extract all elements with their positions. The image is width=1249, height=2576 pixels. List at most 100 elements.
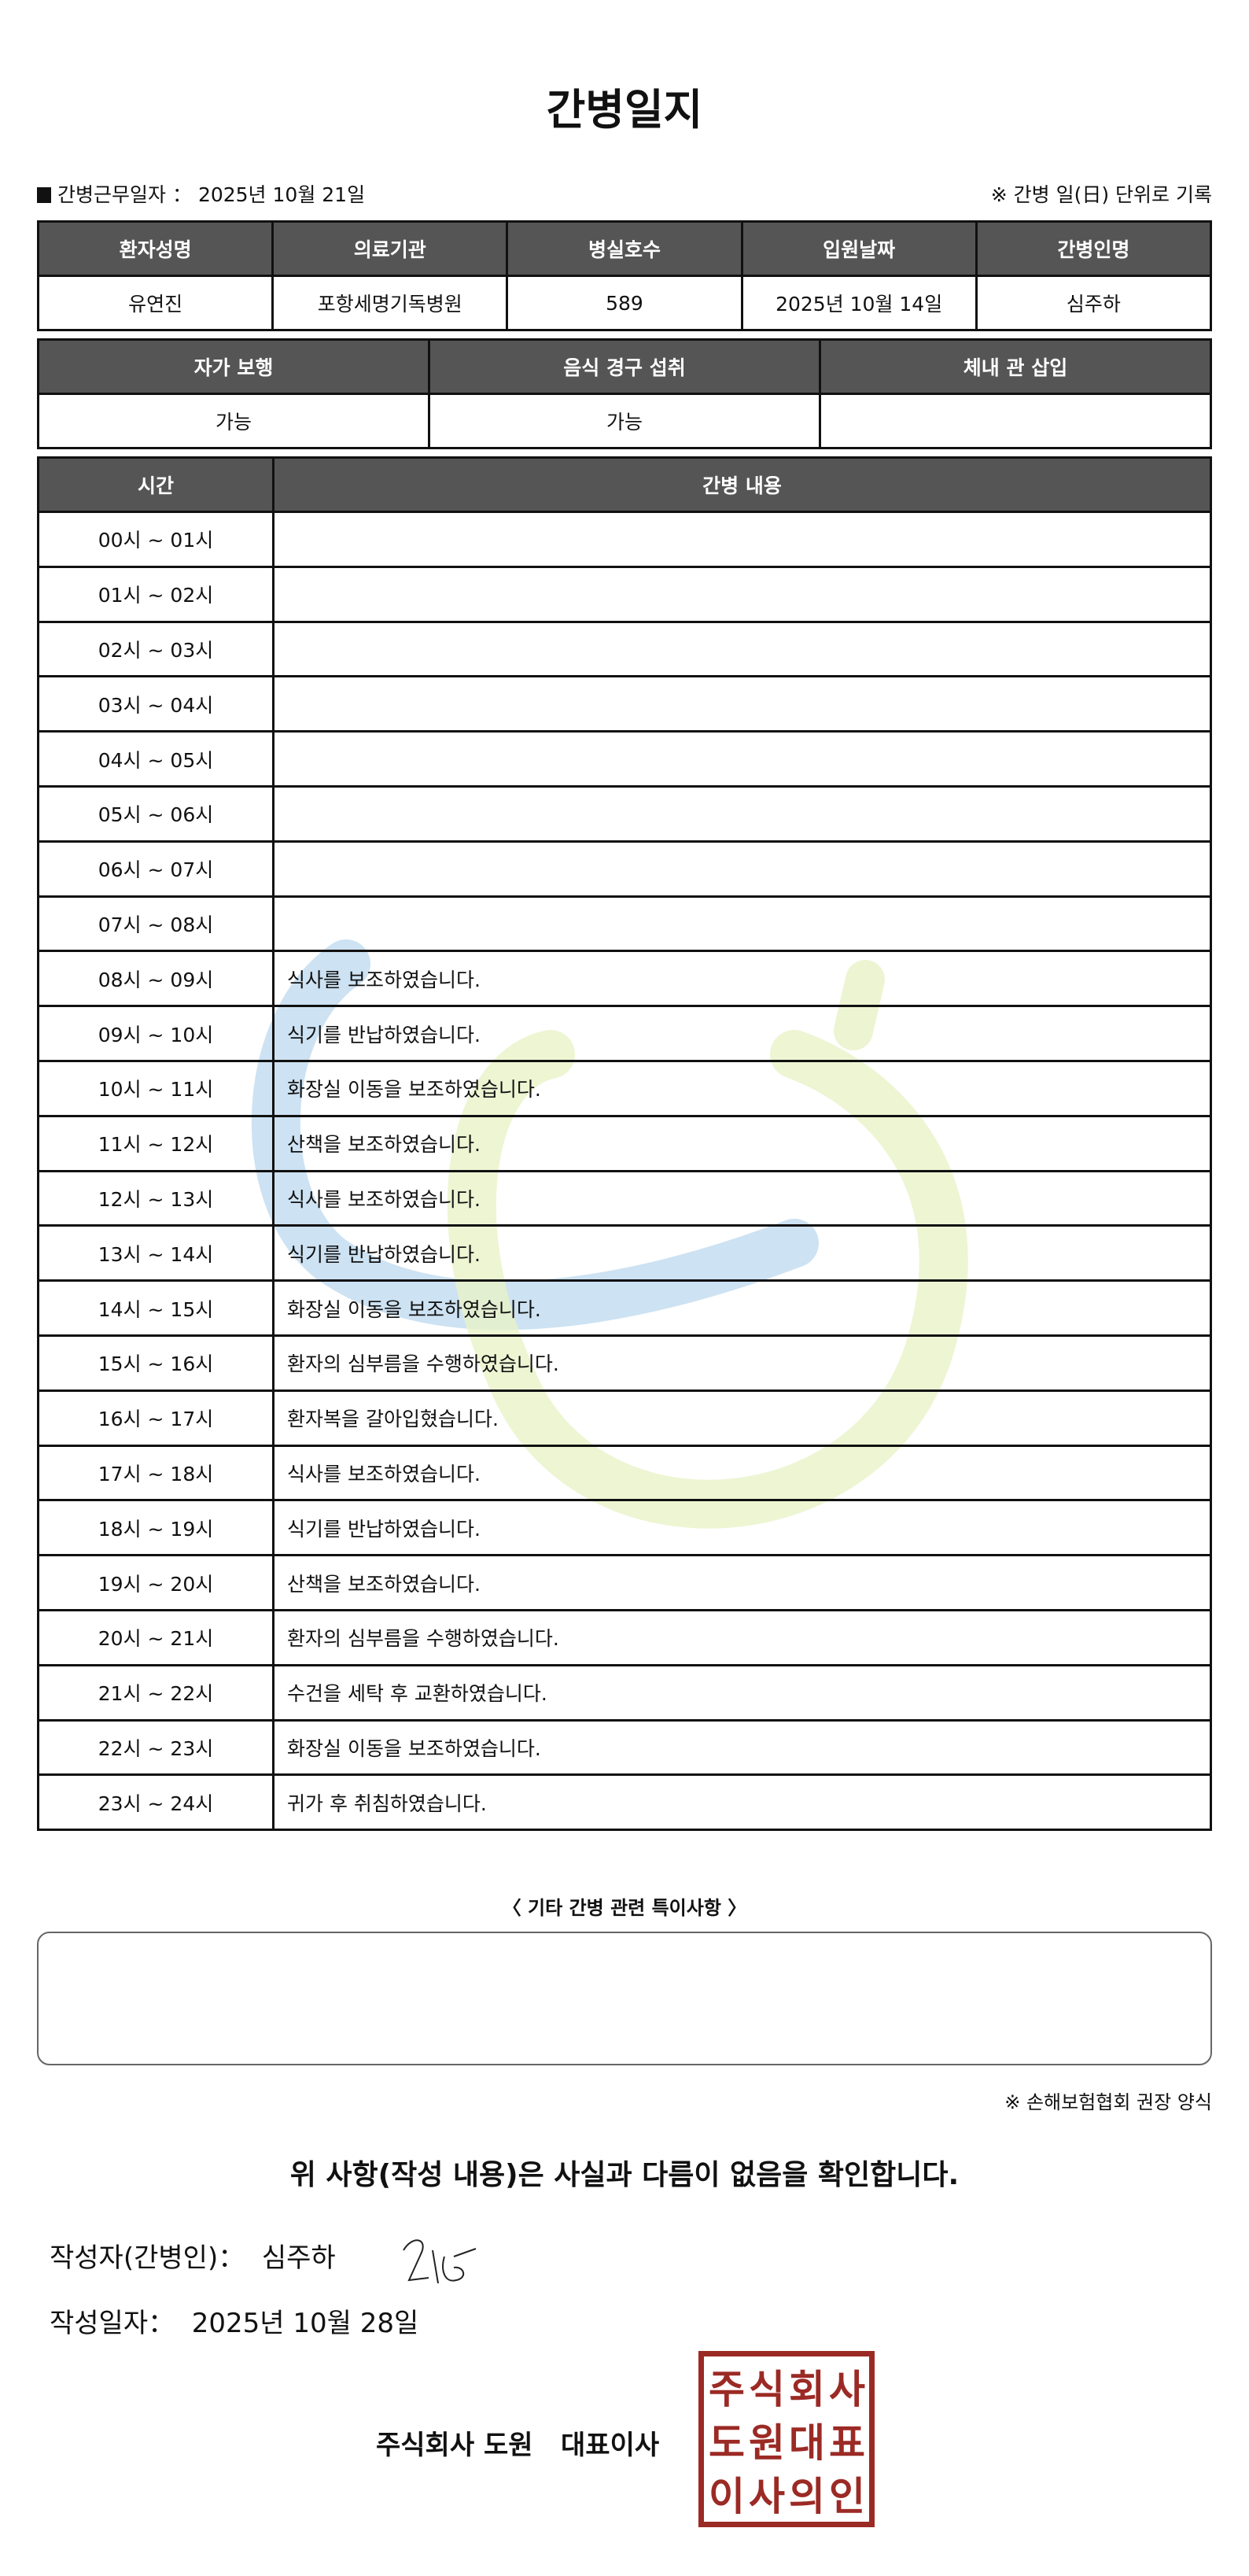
info-value: 589	[506, 275, 743, 331]
work-date-label: 간병근무일자	[57, 183, 167, 206]
care-content-cell: 산책을 보조하였습니다.	[272, 1554, 1212, 1611]
status-header: 체내 관 삽입	[819, 338, 1212, 395]
table-row: 23시 ~ 24시 귀가 후 취침하였습니다.	[37, 1773, 1212, 1832]
time-cell: 16시 ~ 17시	[37, 1389, 274, 1447]
other-notes-box[interactable]	[37, 1932, 1212, 2065]
care-content-cell	[272, 840, 1212, 898]
header-care-content: 간병 내용	[272, 456, 1212, 513]
care-content-cell: 환자의 심부름을 수행하였습니다.	[272, 1608, 1212, 1666]
status-value	[819, 393, 1212, 449]
table-row: 01시 ~ 02시	[37, 565, 1212, 623]
table-row: 05시 ~ 06시	[37, 784, 1212, 843]
table-row: 18시 ~ 19시 식기를 반납하였습니다.	[37, 1499, 1212, 1557]
square-bullet-icon	[37, 187, 51, 203]
author-line: 작성자(간병인)： 심주하	[50, 2236, 336, 2275]
time-cell: 22시 ~ 23시	[37, 1718, 274, 1777]
table-row: 04시 ~ 05시	[37, 730, 1212, 788]
care-content-cell	[272, 565, 1212, 623]
info-header: 간병인명	[975, 220, 1213, 277]
table-row: 03시 ~ 04시	[37, 675, 1212, 733]
table-row: 22시 ~ 23시 화장실 이동을 보조하였습니다.	[37, 1718, 1212, 1777]
care-log-table: 시간 간병 내용 00시 ~ 01시 01시 ~ 02시 02시 ~ 03시 03시 ~…	[37, 456, 1212, 1832]
table-row: 13시 ~ 14시 식기를 반납하였습니다.	[37, 1224, 1212, 1282]
care-content-cell	[272, 620, 1212, 678]
time-cell: 01시 ~ 02시	[37, 565, 274, 623]
table-row: 02시 ~ 03시	[37, 620, 1212, 678]
seal-glyph: 도	[709, 2420, 745, 2466]
time-cell: 15시 ~ 16시	[37, 1334, 274, 1392]
time-cell: 11시 ~ 12시	[37, 1114, 274, 1172]
care-content-cell	[272, 784, 1212, 843]
care-content-cell	[272, 675, 1212, 733]
table-row: 07시 ~ 08시	[37, 895, 1212, 953]
written-date-line: 작성일자： 2025년 10월 28일	[50, 2301, 418, 2340]
info-header: 병실호수	[506, 220, 743, 277]
care-content-cell	[272, 895, 1212, 953]
time-cell: 23시 ~ 24시	[37, 1773, 274, 1832]
table-row: 11시 ~ 12시 산책을 보조하였습니다.	[37, 1114, 1212, 1172]
table-row: 15시 ~ 16시 환자의 심부름을 수행하였습니다.	[37, 1334, 1212, 1392]
info-header: 의료기관	[271, 220, 509, 277]
care-content-cell	[272, 511, 1212, 568]
patient-status-table: 자가 보행 음식 경구 섭취 체내 관 삽입 가능 가능	[37, 338, 1212, 449]
time-cell: 18시 ~ 19시	[37, 1499, 274, 1557]
company-seal: 주 식 회 사도 원 대 표이 사 의 인	[698, 2351, 875, 2527]
time-cell: 02시 ~ 03시	[37, 620, 274, 678]
seal-glyph: 이	[709, 2474, 745, 2519]
author-name: 심주하	[261, 2242, 336, 2274]
care-content-cell: 식기를 반납하였습니다.	[272, 1224, 1212, 1282]
seal-glyph: 사	[829, 2367, 865, 2412]
other-notes-title: 〈 기타 간병 관련 특이사항 〉	[502, 1897, 747, 1919]
table-row: 21시 ~ 22시 수건을 세탁 후 교환하였습니다.	[37, 1663, 1212, 1722]
table-row: 10시 ~ 11시 화장실 이동을 보조하였습니다.	[37, 1059, 1212, 1117]
time-cell: 10시 ~ 11시	[37, 1059, 274, 1117]
info-header: 입원날짜	[740, 220, 978, 277]
care-content-cell: 환자의 심부름을 수행하였습니다.	[272, 1334, 1212, 1392]
care-content-cell: 환자복을 갈아입혔습니다.	[272, 1389, 1212, 1447]
care-content-cell: 화장실 이동을 보조하였습니다.	[272, 1059, 1212, 1117]
author-label: 작성자(간병인)：	[50, 2242, 245, 2274]
care-content-cell: 화장실 이동을 보조하였습니다.	[272, 1279, 1212, 1337]
time-cell: 21시 ~ 22시	[37, 1663, 274, 1722]
time-cell: 05시 ~ 06시	[37, 784, 274, 843]
time-cell: 13시 ~ 14시	[37, 1224, 274, 1282]
seal-glyph: 회	[789, 2367, 825, 2412]
time-cell: 03시 ~ 04시	[37, 675, 274, 733]
status-value: 가능	[37, 393, 430, 449]
care-content-cell: 화장실 이동을 보조하였습니다.	[272, 1718, 1212, 1777]
page-title: 간병일지	[546, 85, 703, 135]
table-row: 17시 ~ 18시 식사를 보조하였습니다.	[37, 1444, 1212, 1502]
confirmation-statement: 위 사항(작성 내용)은 사실과 다름이 없음을 확인합니다.	[289, 2159, 960, 2191]
seal-glyph: 식	[749, 2367, 785, 2412]
table-row: 12시 ~ 13시 식사를 보조하였습니다.	[37, 1169, 1212, 1227]
signature	[403, 2239, 477, 2284]
info-header: 환자성명	[36, 220, 274, 277]
info-value: 유연진	[36, 275, 274, 331]
unit-note: ※ 간병 일(日) 단위로 기록	[990, 183, 1212, 206]
seal-glyph: 인	[829, 2474, 865, 2519]
header-time: 시간	[37, 456, 274, 513]
work-date-value: 2025년 10월 21일	[197, 183, 366, 206]
seal-glyph: 사	[749, 2474, 785, 2519]
seal-glyph: 의	[789, 2474, 825, 2519]
status-value: 가능	[428, 393, 821, 449]
info-value: 2025년 10월 14일	[740, 275, 978, 331]
table-row: 08시 ~ 09시 식사를 보조하였습니다.	[37, 950, 1212, 1008]
time-cell: 04시 ~ 05시	[37, 730, 274, 788]
seal-glyph: 주	[709, 2367, 745, 2412]
seal-glyph: 표	[829, 2420, 865, 2466]
time-cell: 17시 ~ 18시	[37, 1444, 274, 1502]
care-content-cell: 식기를 반납하였습니다.	[272, 1005, 1212, 1062]
time-cell: 06시 ~ 07시	[37, 840, 274, 898]
seal-glyph: 원	[749, 2420, 785, 2466]
info-value: 포항세명기독병원	[271, 275, 509, 331]
care-content-cell: 귀가 후 취침하였습니다.	[272, 1773, 1212, 1832]
care-content-cell: 식사를 보조하였습니다.	[272, 1444, 1212, 1502]
time-cell: 12시 ~ 13시	[37, 1169, 274, 1227]
time-cell: 09시 ~ 10시	[37, 1005, 274, 1062]
table-row: 06시 ~ 07시	[37, 840, 1212, 898]
table-row: 20시 ~ 21시 환자의 심부름을 수행하였습니다.	[37, 1608, 1212, 1666]
time-cell: 20시 ~ 21시	[37, 1608, 274, 1666]
status-header: 음식 경구 섭취	[428, 338, 821, 395]
